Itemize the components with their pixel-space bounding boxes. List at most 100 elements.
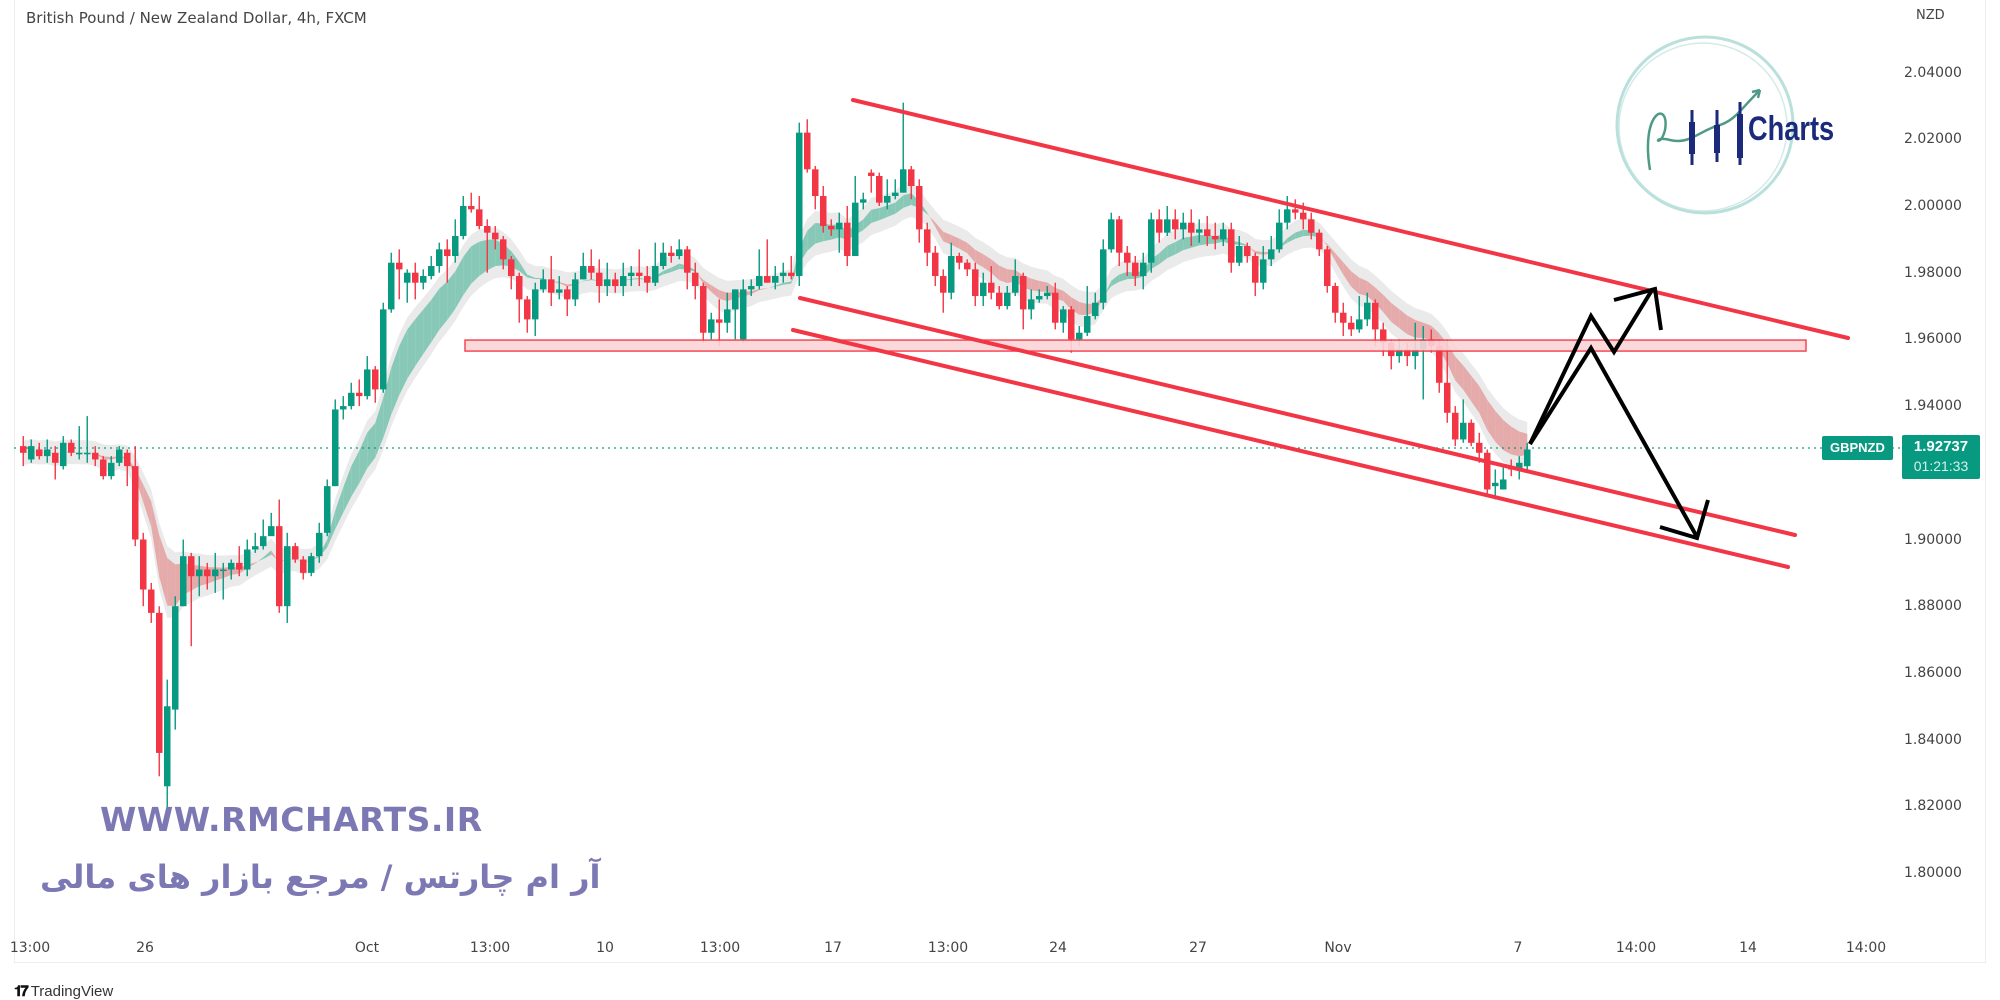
watermark-url: WWW.RMCHARTS.IR	[100, 800, 483, 839]
candle-body	[956, 256, 963, 263]
bullish-path-arrow[interactable]	[1528, 288, 1654, 445]
candle-body	[716, 319, 723, 323]
candle-body	[764, 276, 771, 283]
time-axis-label: 13:00	[9, 940, 51, 956]
candle-body	[516, 276, 523, 300]
tradingview-logo[interactable]: 𝟏𝟕 TradingView	[14, 983, 113, 1000]
candle-body	[1516, 462, 1523, 470]
candle-body	[980, 282, 987, 297]
channel-lower-trendline[interactable]	[791, 328, 1790, 569]
candle-body	[124, 452, 131, 467]
price-axis-label: 1.90000	[1904, 531, 1962, 548]
candle-body	[1412, 349, 1419, 357]
candle-body	[476, 209, 483, 227]
candle-body	[100, 459, 107, 477]
candle-body	[1452, 412, 1459, 440]
candle-body	[540, 279, 547, 290]
candle-body	[1500, 479, 1507, 490]
price-axis-unit: NZD	[1916, 8, 1945, 23]
candle-body	[444, 249, 451, 257]
candle-body	[1268, 249, 1275, 260]
channel-middle-trendline[interactable]	[798, 296, 1797, 537]
candle-body	[1172, 219, 1179, 230]
candle-body	[1436, 346, 1443, 383]
candle-body	[1348, 322, 1355, 330]
candle-body	[300, 559, 307, 573]
candle-body	[796, 132, 803, 277]
candle-body	[180, 556, 187, 607]
time-axis-label: 26	[136, 940, 154, 956]
price-axis-label: 1.84000	[1904, 731, 1962, 748]
candle-body	[292, 546, 299, 560]
candle-body	[252, 546, 259, 550]
candle-body	[524, 299, 531, 320]
time-axis-label: 13:00	[469, 940, 511, 956]
price-axis-label: 1.94000	[1904, 398, 1962, 415]
candle-body	[460, 206, 467, 237]
candle-body	[1068, 309, 1075, 340]
candle-body	[188, 556, 195, 577]
time-axis-label: Oct	[354, 940, 380, 956]
candle-body	[340, 406, 347, 410]
candle-body	[556, 289, 563, 293]
candle-body	[1092, 302, 1099, 317]
candle-body	[740, 289, 747, 340]
time-axis-label: 17	[824, 940, 842, 956]
time-axis-label: 27	[1189, 940, 1207, 956]
candle-body	[364, 369, 371, 397]
candle-body	[1444, 382, 1451, 413]
support-zone-rectangle[interactable]	[464, 339, 1807, 352]
candle-body	[684, 249, 691, 273]
candle-body	[396, 262, 403, 270]
chart-drawings[interactable]	[464, 98, 1850, 569]
candle-body	[1100, 249, 1107, 303]
candle-body	[1164, 219, 1171, 233]
price-axis-label: 1.82000	[1904, 798, 1962, 815]
candle-body	[156, 612, 163, 753]
candle-body	[52, 452, 59, 463]
price-axis-label: 1.96000	[1904, 331, 1962, 348]
candle-body	[1220, 229, 1227, 240]
candle-body	[1156, 219, 1163, 233]
candle-body	[724, 309, 731, 323]
candle-body	[580, 266, 587, 280]
candle-body	[452, 236, 459, 257]
candle-body	[596, 272, 603, 287]
candle-body	[676, 249, 683, 257]
candle-body	[1492, 482, 1499, 487]
candle-body	[1460, 422, 1467, 440]
candle-body	[588, 266, 595, 273]
bearish-path-arrow[interactable]	[1528, 344, 1699, 538]
candle-body	[268, 526, 275, 537]
time-axis-label: 14	[1739, 940, 1757, 956]
candle-body	[228, 562, 235, 570]
candle-body	[428, 266, 435, 277]
candle-body	[612, 279, 619, 287]
candle-body	[1196, 229, 1203, 233]
candle-body	[964, 262, 971, 270]
candle-body	[212, 569, 219, 577]
candle-body	[1020, 276, 1027, 310]
candle-body	[884, 195, 891, 203]
channel-upper-trendline[interactable]	[851, 98, 1850, 340]
candle-body	[1236, 246, 1243, 263]
candle-body	[812, 169, 819, 196]
price-axis-label: 1.98000	[1904, 264, 1962, 281]
time-axis-label: 10	[596, 940, 614, 956]
chart-frame	[14, 0, 1986, 963]
candle-body	[308, 556, 315, 573]
candle-body	[68, 442, 75, 453]
candle-body	[1116, 219, 1123, 253]
price-axis-label: 2.00000	[1904, 198, 1962, 214]
candle-body	[388, 262, 395, 310]
candle-body	[804, 132, 811, 170]
time-axis-label: 14:00	[1615, 940, 1657, 956]
candle-body	[908, 169, 915, 186]
candle-body	[748, 286, 755, 290]
last-price-badge: 1.92737 01:21:33	[1902, 435, 1980, 479]
candle-body	[732, 289, 739, 310]
candle-body	[940, 276, 947, 293]
candle-body	[1316, 232, 1323, 250]
candle-body	[1052, 292, 1059, 323]
